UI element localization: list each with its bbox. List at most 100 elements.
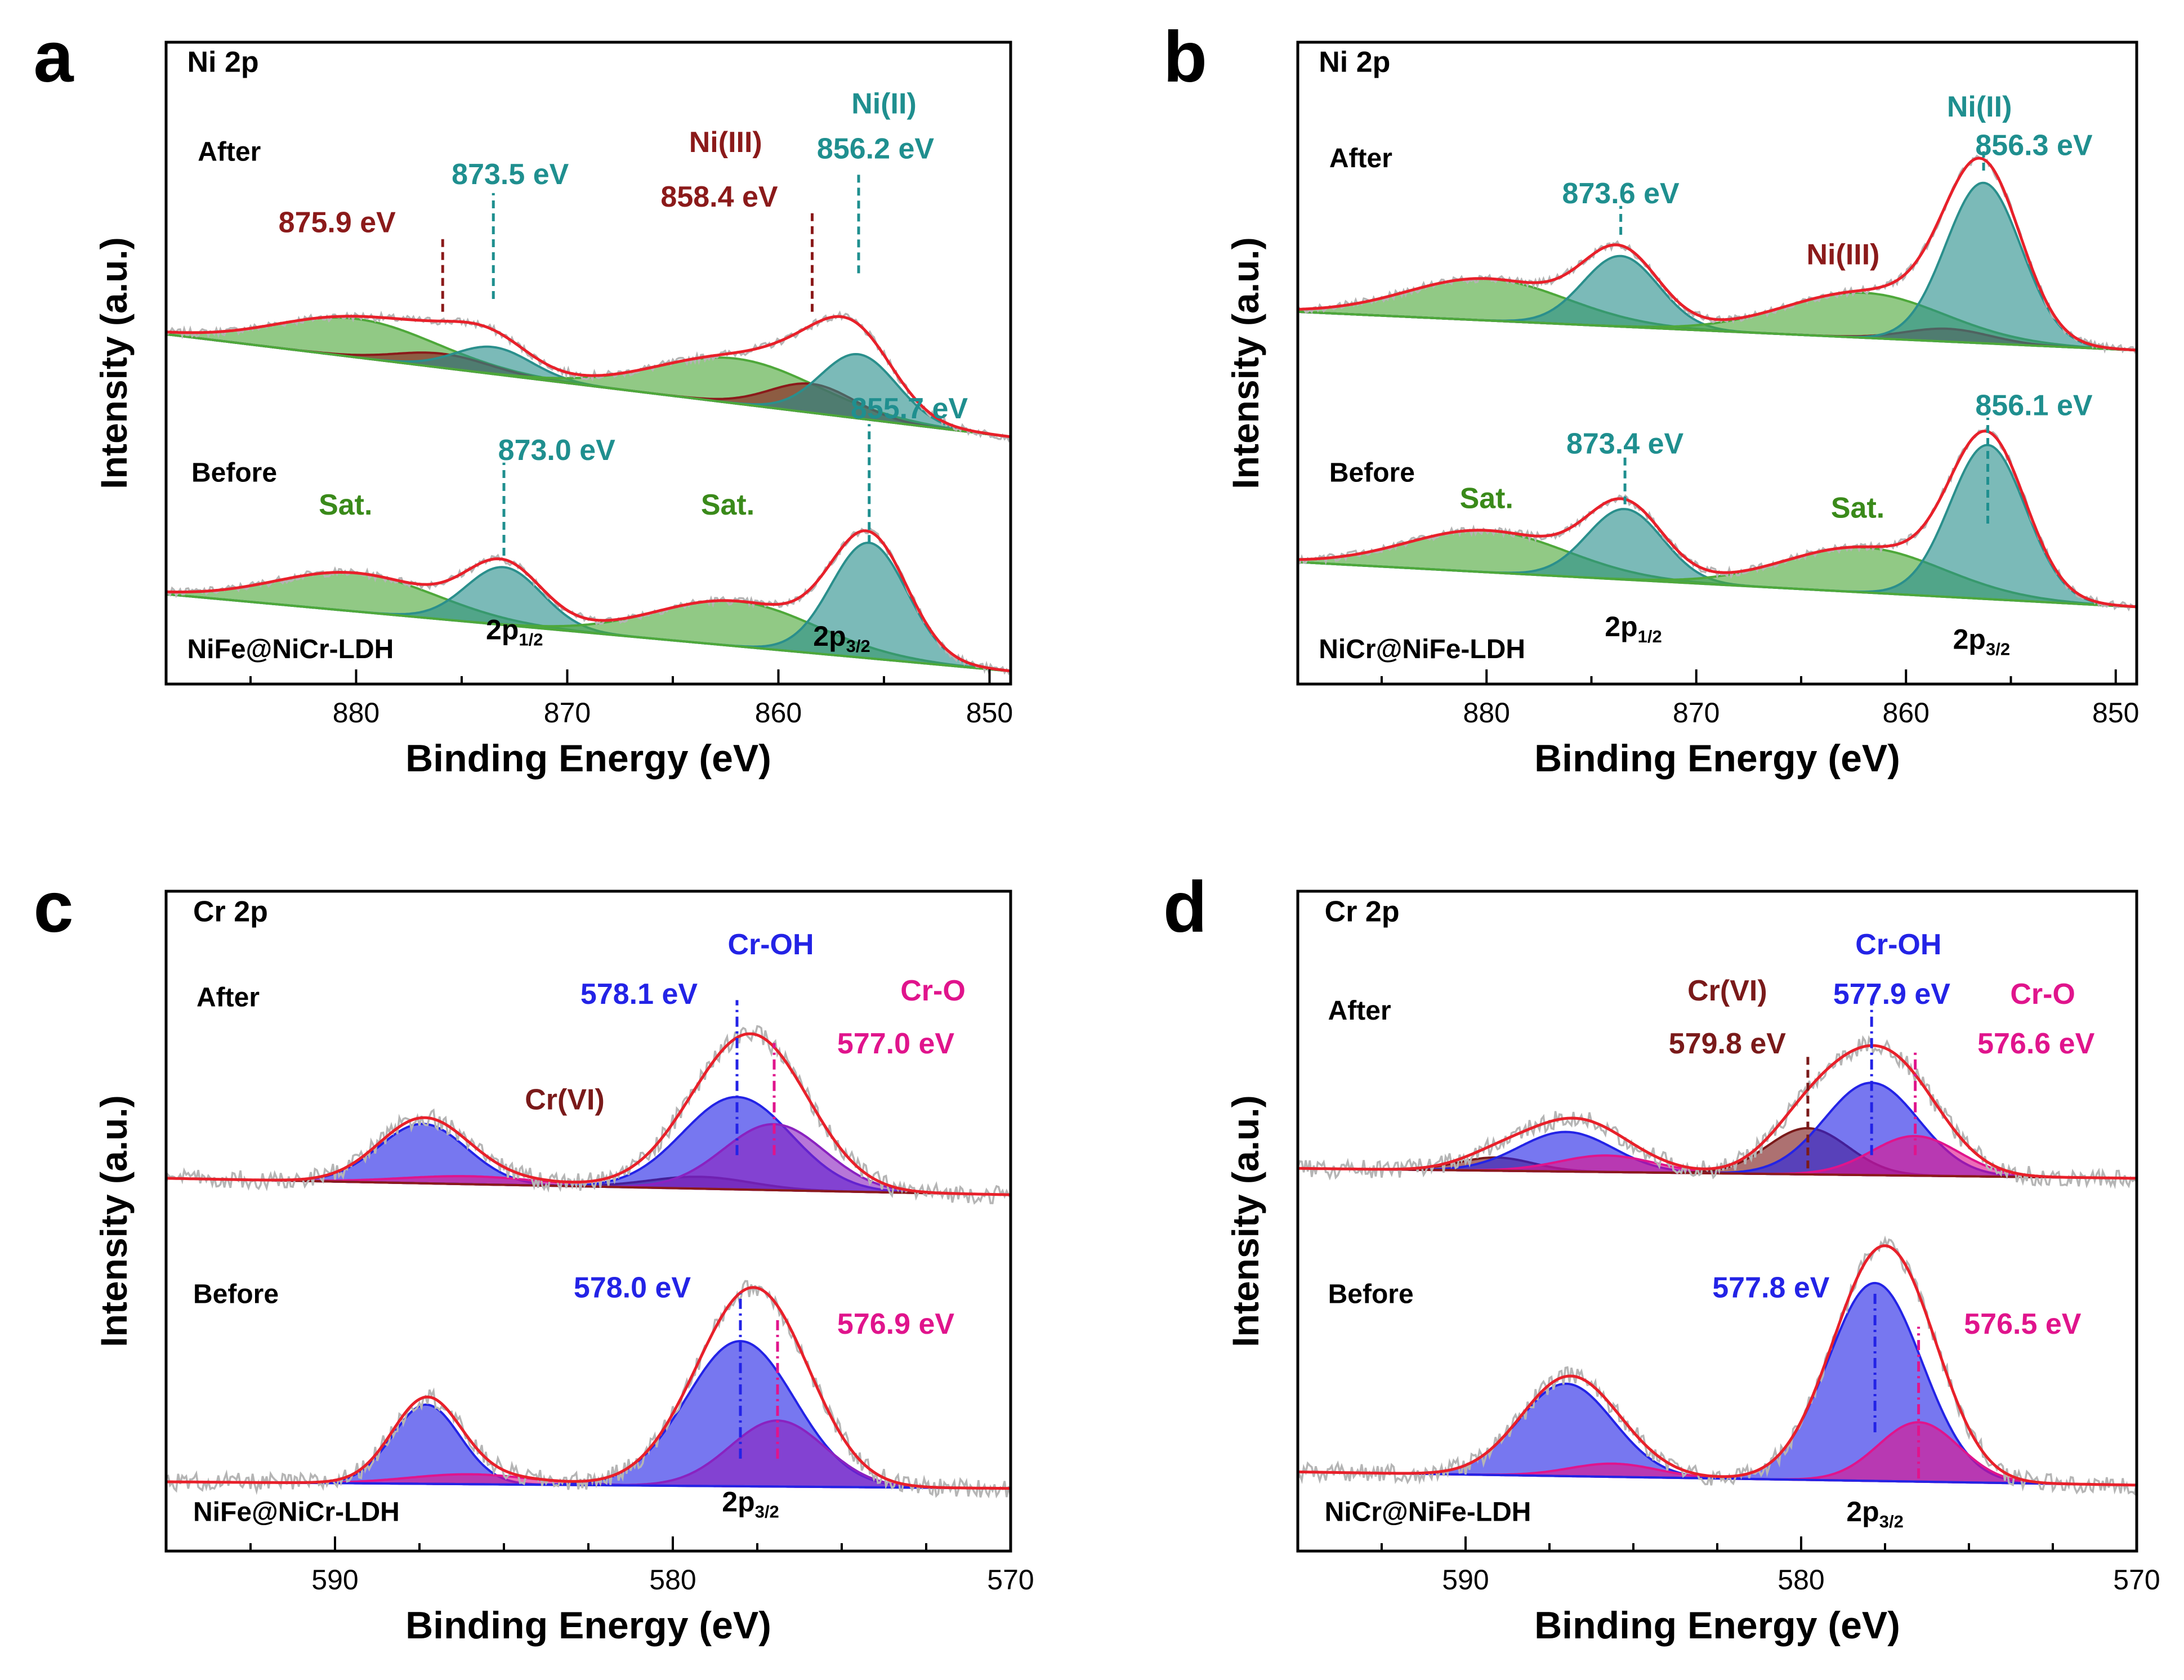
annotation: 873.0 eV (498, 434, 615, 467)
annotation: Cr-O (900, 975, 966, 1007)
baseline (166, 593, 1011, 673)
annotation: 858.4 eV (660, 181, 778, 213)
y-axis-label: Intensity (a.u.) (1225, 237, 1266, 489)
baseline (1298, 1167, 2137, 1179)
x-axis-label: Binding Energy (eV) (405, 1604, 771, 1647)
x-tick-label: 880 (333, 697, 379, 729)
annotation: 577.8 eV (1712, 1271, 1829, 1304)
annotation: 873.4 eV (1566, 428, 1683, 461)
x-tick-label: 570 (987, 1564, 1034, 1596)
annotation: Ni(III) (689, 126, 762, 159)
plot-area (1298, 154, 2137, 612)
fitted-envelope (1298, 157, 2137, 352)
panel-b: 880 870 860 850 Binding Energy (eV) Intensity… (1163, 17, 2140, 780)
series-after (1298, 154, 2137, 354)
y-axis-label: Intensity (a.u.) (93, 1095, 135, 1347)
series-before (1298, 426, 2137, 612)
x-axis-label: Binding Energy (eV) (405, 737, 771, 780)
annotation: 579.8 eV (1669, 1027, 1786, 1060)
panel-letter: d (1163, 867, 1207, 948)
x-tick-label: 570 (2113, 1564, 2160, 1596)
panel-a: 880 870 860 850 Binding Energy (eV) Intensity… (33, 17, 1013, 780)
annotation: Cr(VI) (525, 1083, 605, 1116)
plot-area (166, 1025, 1011, 1499)
x-axis-label: Binding Energy (eV) (1534, 1604, 1900, 1647)
annotation: 577.0 eV (837, 1027, 954, 1060)
annotation: After (196, 982, 260, 1012)
raw-spectrum (1298, 1235, 2137, 1496)
y-axis-label: Intensity (a.u.) (93, 237, 135, 489)
annotation: Sat. (319, 489, 372, 521)
annotation: Sat. (1831, 492, 1884, 525)
series-before (166, 1280, 1011, 1499)
annotation: 578.1 eV (580, 978, 698, 1011)
baseline (1298, 561, 2137, 609)
annotation: NiFe@NiCr-LDH (193, 1497, 400, 1527)
annotation: Sat. (1460, 482, 1513, 515)
annotation: Ni 2p (187, 46, 259, 78)
baseline (1298, 310, 2137, 352)
baseline (166, 1177, 1011, 1196)
plot-area (1298, 1035, 2137, 1496)
fitted-envelope (166, 315, 1011, 439)
fitted-envelope (1298, 1244, 2137, 1487)
plot-frame (164, 41, 1012, 686)
annotation: Cr 2p (1325, 895, 1400, 928)
panel-letter: a (33, 17, 74, 97)
x-tick-label: 590 (1442, 1564, 1489, 1596)
panel-d: 590 580 570 Binding Energy (eV) Intensity (a… (1163, 867, 2160, 1647)
x-tick-label: 870 (544, 697, 591, 729)
annotation: 875.9 eV (279, 206, 396, 239)
annotation: 873.5 eV (452, 158, 569, 191)
annotation: NiFe@NiCr-LDH (187, 635, 394, 664)
fitted-envelope (1298, 1044, 2137, 1180)
annotation: After (198, 137, 261, 167)
annotation: 578.0 eV (574, 1271, 691, 1304)
annotation: 856.2 eV (817, 132, 934, 165)
annotation: Before (193, 1280, 279, 1310)
panel-letter: b (1163, 17, 1207, 97)
raw-spectrum (1298, 426, 2137, 612)
series-after (166, 310, 1011, 443)
annotation: Ni 2p (1319, 46, 1390, 78)
annotation: 576.9 eV (837, 1308, 954, 1341)
x-tick-label: 580 (649, 1564, 696, 1596)
annotation: 873.6 eV (1562, 177, 1680, 210)
annotation: NiCr@NiFe-LDH (1319, 635, 1525, 664)
annotation: Cr-O (2010, 978, 2075, 1011)
x-tick-label: 870 (1673, 697, 1719, 729)
annotation: After (1329, 144, 1392, 173)
panel-c: 590 580 570 Binding Energy (eV) Intensity (a… (33, 867, 1034, 1647)
annotation: After (1328, 996, 1391, 1026)
fitted-envelope (166, 1032, 1011, 1196)
y-axis-label: Intensity (a.u.) (1225, 1095, 1266, 1347)
annotation: Before (1329, 458, 1415, 488)
annotation: Ni(III) (1807, 238, 1880, 271)
x-tick-label: 860 (755, 697, 802, 729)
x-tick-label: 850 (2092, 697, 2139, 729)
annotation: Ni(II) (1947, 91, 2012, 123)
annotation: Cr-OH (727, 928, 814, 961)
x-axis-label: Binding Energy (eV) (1534, 737, 1900, 780)
annotation: Ni(II) (851, 88, 917, 120)
fitted-envelope (166, 1286, 1011, 1490)
x-tick-label: 590 (311, 1564, 358, 1596)
baseline (166, 333, 1011, 439)
plot-area (166, 310, 1011, 676)
x-tick-label: 580 (1777, 1564, 1824, 1596)
annotation: 577.9 eV (1833, 978, 1950, 1011)
annotation: 856.3 eV (1975, 129, 2092, 162)
annotation: 855.7 eV (851, 392, 968, 425)
annotation: Sat. (701, 489, 754, 521)
annotation: Cr 2p (193, 895, 268, 928)
annotation: 2p3/2 (1846, 1496, 1903, 1531)
series-before (166, 526, 1011, 676)
panel-letter: c (33, 867, 73, 948)
x-tick-label: 880 (1463, 697, 1510, 729)
annotation: Before (191, 458, 277, 488)
x-tick-label: 860 (1883, 697, 1930, 729)
annotation: Cr-OH (1855, 928, 1941, 961)
plot-frame (1296, 41, 2138, 686)
annotation: NiCr@NiFe-LDH (1325, 1497, 1531, 1527)
